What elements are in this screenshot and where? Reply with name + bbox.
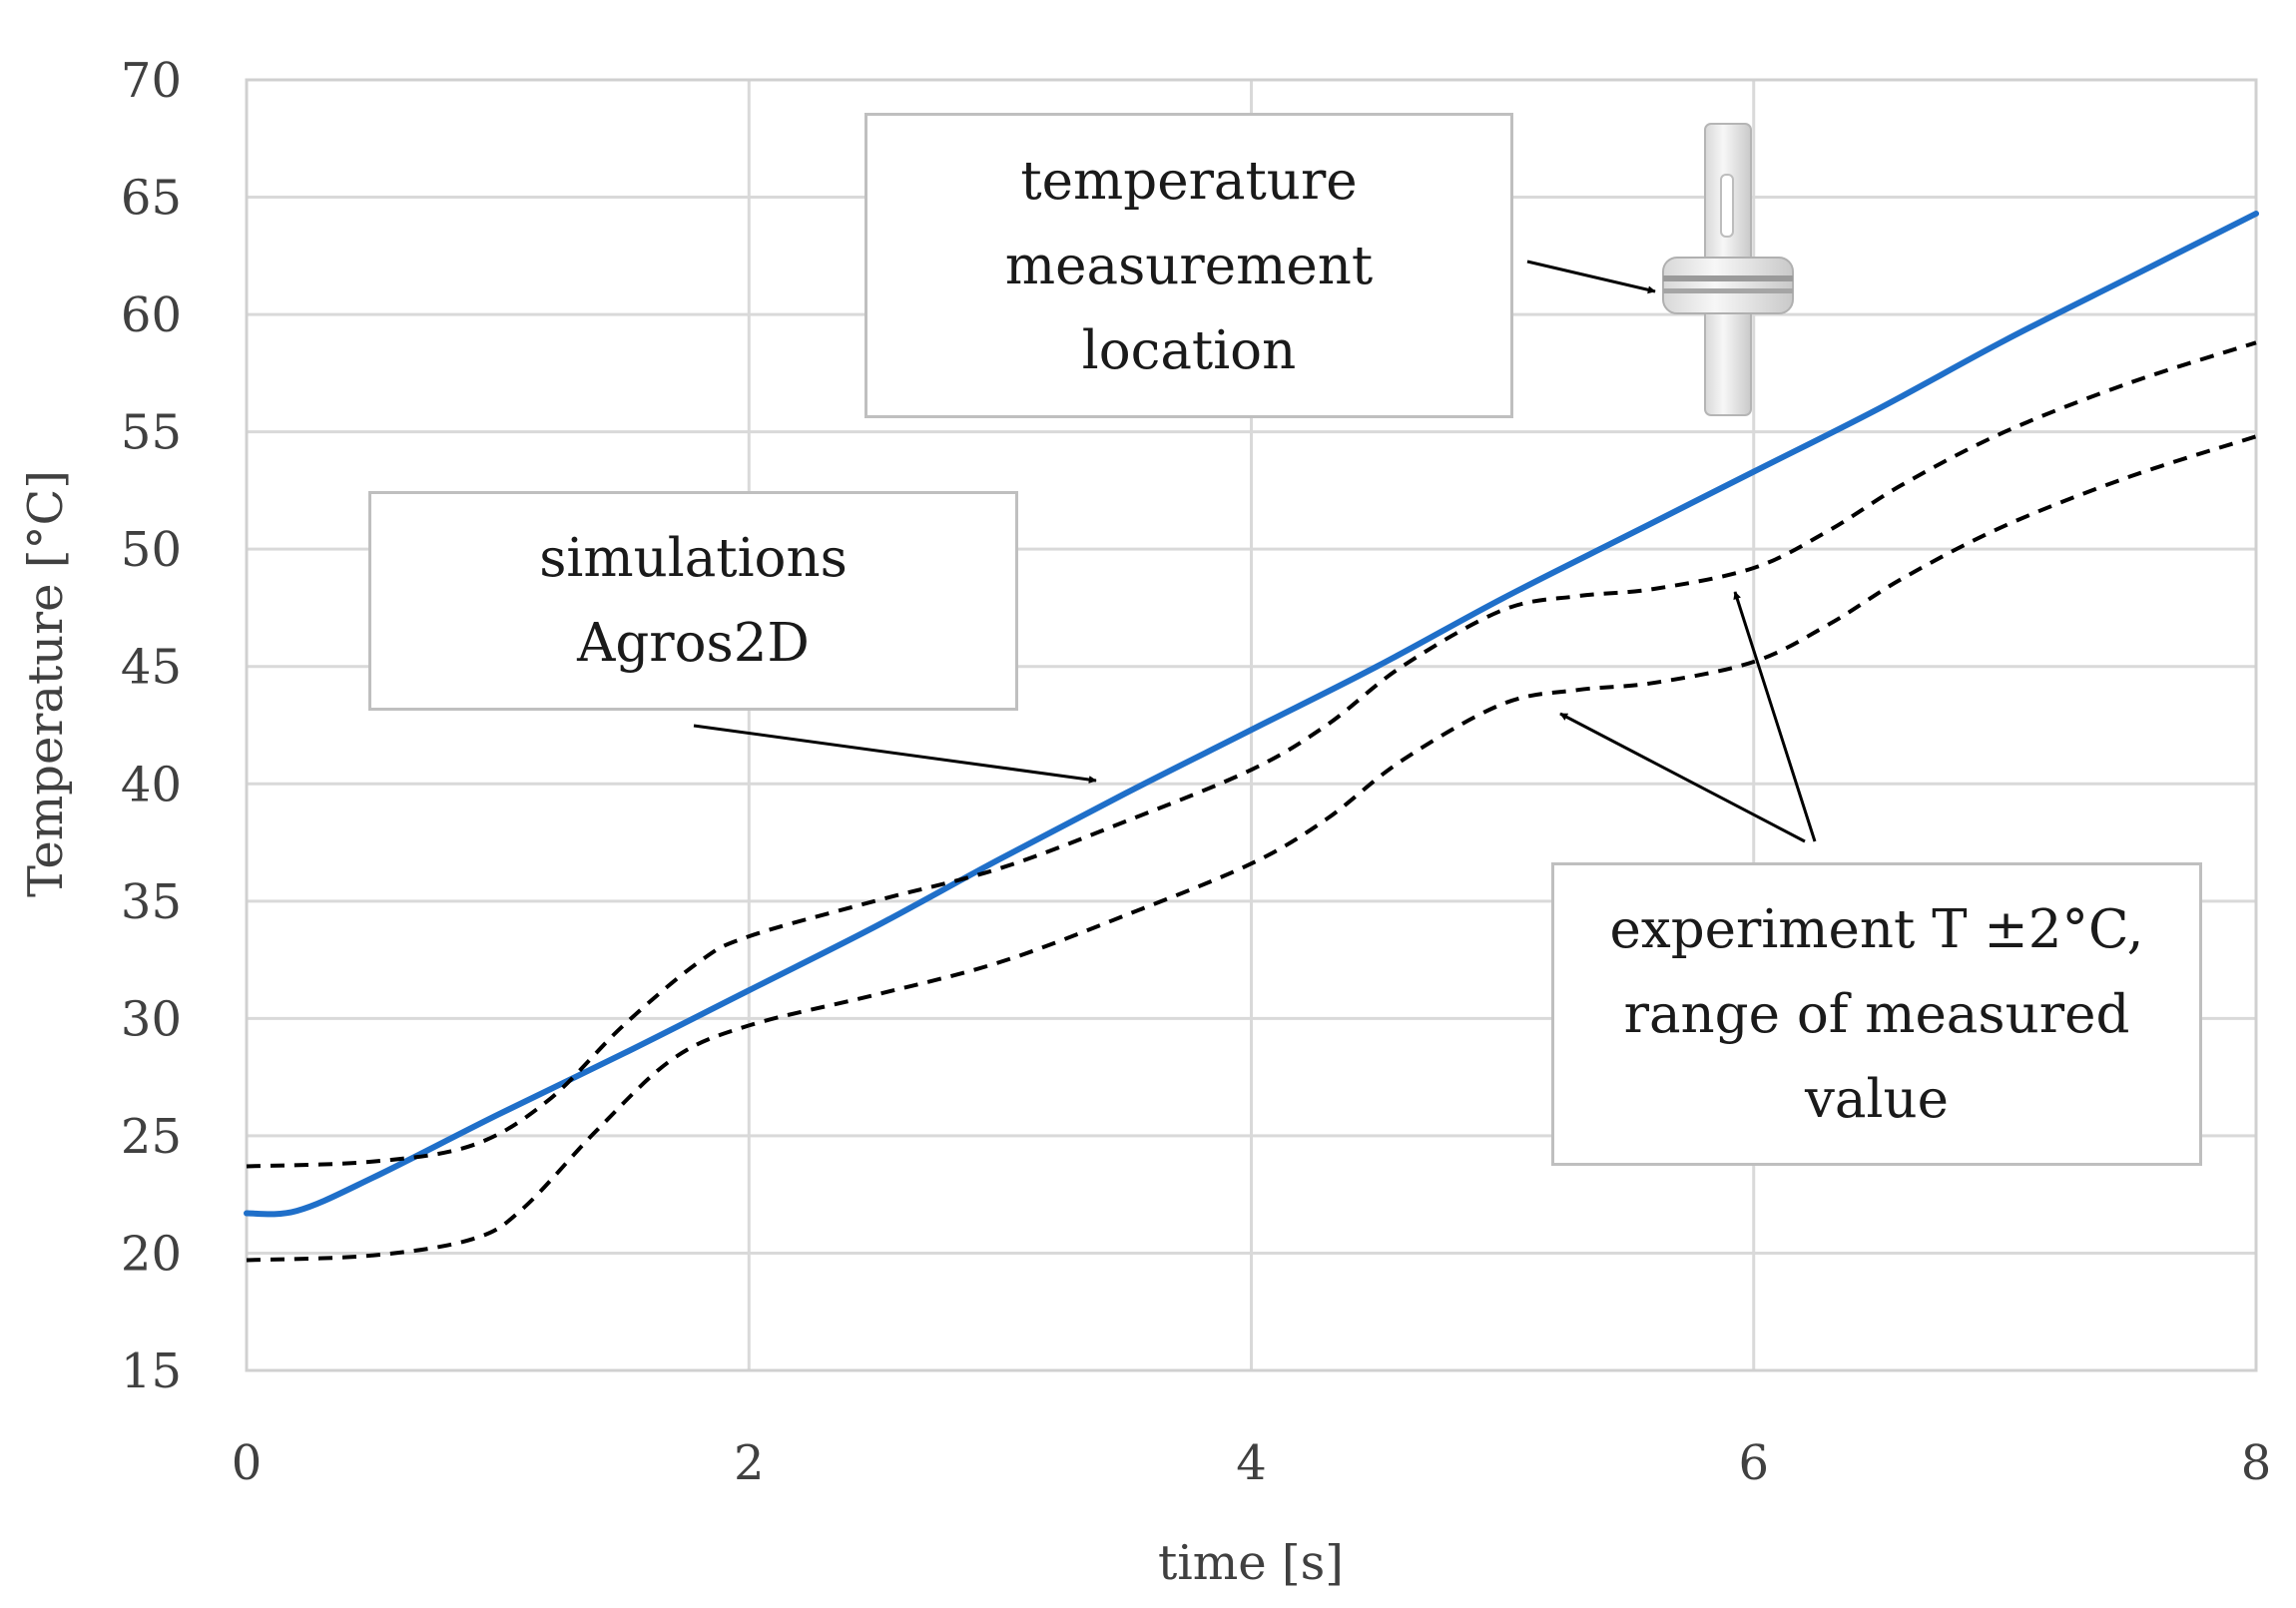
y-tick-label: 40 xyxy=(121,757,182,812)
x-tick-label: 8 xyxy=(2241,1435,2272,1491)
y-tick-label: 20 xyxy=(121,1226,182,1282)
y-tick-label: 60 xyxy=(121,287,182,343)
y-axis-label: Temperature [°C] xyxy=(18,470,74,897)
plot-area-border xyxy=(245,78,2258,1372)
annotation-measurement-location: temperature measurement location xyxy=(864,113,1513,418)
y-tick-label: 35 xyxy=(121,874,182,930)
x-axis-label: time [s] xyxy=(1158,1535,1344,1591)
annotation-simulations: simulations Agros2D xyxy=(368,491,1018,711)
x-tick-label: 4 xyxy=(1236,1435,1267,1491)
series-lines xyxy=(244,211,2259,1263)
y-tick-label: 45 xyxy=(121,640,182,696)
y-tick-label: 50 xyxy=(121,522,182,578)
arrow-experiment-lower xyxy=(1559,712,1806,843)
y-tick-label: 25 xyxy=(121,1109,182,1165)
series-line-2 xyxy=(246,434,2257,1263)
x-axis-ticks: 0 2 4 6 8 xyxy=(232,1435,2272,1491)
x-tick-label: 6 xyxy=(1738,1435,1769,1491)
y-tick-label: 15 xyxy=(121,1343,182,1399)
x-tick-label: 0 xyxy=(232,1435,263,1491)
y-axis-ticks: 15 20 25 30 35 40 45 50 55 60 65 70 xyxy=(121,53,182,1399)
y-tick-label: 55 xyxy=(121,405,182,461)
y-tick-label: 70 xyxy=(121,53,182,109)
y-tick-label: 30 xyxy=(121,991,182,1047)
x-tick-label: 2 xyxy=(734,1435,765,1491)
series-line-0 xyxy=(244,211,2259,1218)
series-line-1 xyxy=(246,340,2257,1169)
arrow-simulations xyxy=(693,724,1097,784)
annotation-experiment: experiment T ±2°C, range of measured val… xyxy=(1551,862,2202,1166)
arrow-measurement-location xyxy=(1526,260,1656,294)
arrow-experiment-upper xyxy=(1733,591,1817,842)
sensor-illustration xyxy=(1662,123,1794,416)
y-tick-label: 65 xyxy=(121,171,182,227)
